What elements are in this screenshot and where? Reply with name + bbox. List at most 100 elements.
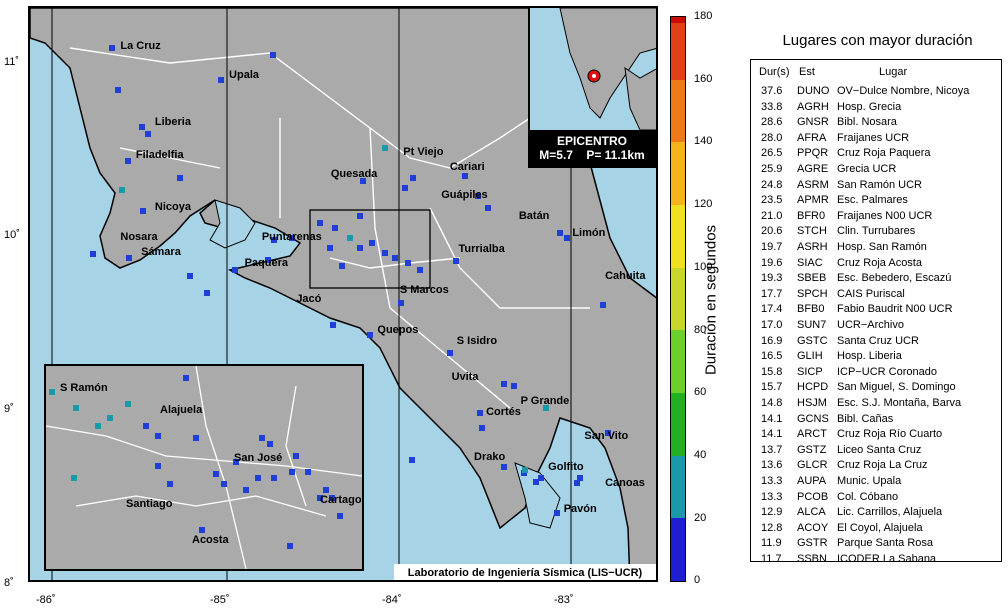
station-marker[interactable] (600, 302, 606, 308)
row-duration: 12.9 (761, 506, 783, 519)
inset-station-marker[interactable] (329, 495, 335, 501)
station-marker[interactable] (402, 185, 408, 191)
station-marker[interactable] (392, 255, 398, 261)
station-marker[interactable] (485, 205, 491, 211)
map-panel[interactable]: S Ramón Alajuela San José Santiago Carta… (28, 6, 658, 582)
station-marker[interactable] (330, 322, 336, 328)
station-marker[interactable] (347, 235, 353, 241)
station-marker[interactable] (417, 267, 423, 273)
inset-station-marker[interactable] (317, 495, 323, 501)
inset-station-marker[interactable] (323, 487, 329, 493)
station-marker[interactable] (115, 87, 121, 93)
station-marker[interactable] (339, 263, 345, 269)
station-marker[interactable] (357, 245, 363, 251)
station-marker[interactable] (410, 175, 416, 181)
inset-station-marker[interactable] (95, 423, 101, 429)
station-marker[interactable] (265, 257, 271, 263)
inset-station-marker[interactable] (233, 459, 239, 465)
station-marker[interactable] (139, 124, 145, 130)
inset-station-marker[interactable] (107, 415, 113, 421)
inset-station-marker[interactable] (267, 441, 273, 447)
station-marker[interactable] (405, 260, 411, 266)
inset-station-marker[interactable] (49, 389, 55, 395)
city-label: Jacó (296, 292, 322, 305)
inset-station-marker[interactable] (125, 401, 131, 407)
station-marker[interactable] (357, 213, 363, 219)
station-marker[interactable] (533, 479, 539, 485)
row-duration: 28.0 (761, 131, 783, 144)
row-duration: 16.9 (761, 334, 783, 347)
inset-station-marker[interactable] (337, 513, 343, 519)
station-marker[interactable] (126, 255, 132, 261)
inset-station-marker[interactable] (221, 481, 227, 487)
station-marker[interactable] (409, 457, 415, 463)
station-marker[interactable] (360, 178, 366, 184)
inset-station-marker[interactable] (305, 469, 311, 475)
station-marker[interactable] (367, 332, 373, 338)
station-marker[interactable] (462, 173, 468, 179)
inset-station-marker[interactable] (193, 435, 199, 441)
inset-station-marker[interactable] (255, 475, 261, 481)
station-marker[interactable] (543, 405, 549, 411)
inset-station-marker[interactable] (73, 405, 79, 411)
station-marker[interactable] (119, 187, 125, 193)
station-marker[interactable] (511, 383, 517, 389)
inset-station-marker[interactable] (243, 487, 249, 493)
station-marker[interactable] (271, 237, 277, 243)
station-marker[interactable] (605, 430, 611, 436)
station-marker[interactable] (398, 300, 404, 306)
inset-station-marker[interactable] (287, 543, 293, 549)
station-marker[interactable] (479, 425, 485, 431)
station-marker[interactable] (145, 131, 151, 137)
station-marker[interactable] (522, 467, 528, 473)
station-marker[interactable] (332, 225, 338, 231)
station-marker[interactable] (475, 193, 481, 199)
map-canvas[interactable] (30, 8, 658, 582)
row-duration: 37.6 (761, 85, 783, 97)
station-marker[interactable] (187, 273, 193, 279)
station-marker[interactable] (382, 250, 388, 256)
station-marker[interactable] (232, 267, 238, 273)
inset-station-marker[interactable] (213, 471, 219, 477)
city-label: Uvita (451, 370, 479, 383)
inset-station-marker[interactable] (259, 435, 265, 441)
inset-station-marker[interactable] (293, 453, 299, 459)
row-place: Lic. Carrillos, Alajuela (837, 506, 943, 519)
station-marker[interactable] (90, 251, 96, 257)
city-label: Pavón (563, 502, 597, 515)
station-marker[interactable] (109, 45, 115, 51)
station-marker[interactable] (574, 480, 580, 486)
station-marker[interactable] (382, 145, 388, 151)
station-marker[interactable] (140, 208, 146, 214)
station-marker[interactable] (317, 220, 323, 226)
station-marker[interactable] (557, 230, 563, 236)
station-marker[interactable] (577, 475, 583, 481)
station-marker[interactable] (177, 175, 183, 181)
station-marker[interactable] (204, 290, 210, 296)
inset-station-marker[interactable] (199, 527, 205, 533)
station-marker[interactable] (289, 235, 295, 241)
inset-station-marker[interactable] (143, 423, 149, 429)
inset-station-marker[interactable] (183, 375, 189, 381)
station-marker[interactable] (501, 381, 507, 387)
station-marker[interactable] (327, 245, 333, 251)
inset-map[interactable]: S Ramón Alajuela San José Santiago Carta… (44, 364, 364, 571)
inset-station-marker[interactable] (289, 469, 295, 475)
station-marker[interactable] (270, 52, 276, 58)
city-label: Pt Viejo (403, 145, 444, 158)
station-marker[interactable] (538, 475, 544, 481)
inset-station-marker[interactable] (71, 475, 77, 481)
station-marker[interactable] (564, 235, 570, 241)
inset-station-marker[interactable] (155, 433, 161, 439)
station-marker[interactable] (554, 510, 560, 516)
station-marker[interactable] (125, 158, 131, 164)
inset-station-marker[interactable] (155, 463, 161, 469)
station-marker[interactable] (477, 410, 483, 416)
station-marker[interactable] (501, 464, 507, 470)
inset-station-marker[interactable] (167, 481, 173, 487)
station-marker[interactable] (453, 258, 459, 264)
station-marker[interactable] (218, 77, 224, 83)
station-marker[interactable] (369, 240, 375, 246)
inset-station-marker[interactable] (271, 475, 277, 481)
station-marker[interactable] (447, 350, 453, 356)
